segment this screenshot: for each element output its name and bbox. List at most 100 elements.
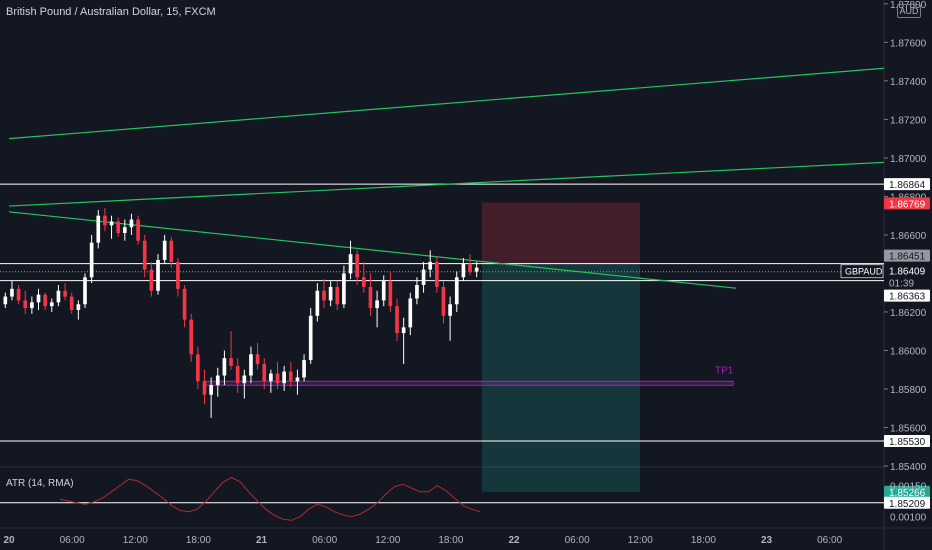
price-axis-label: 1.86409 [889,267,926,278]
candle-body [36,294,41,303]
candle-body [49,302,54,307]
price-axis-label-bg [884,434,930,447]
price-axis-label-bg [884,249,930,262]
candle-body [408,298,413,328]
candle-body [83,277,87,305]
candle-body [10,288,14,297]
price-axis-label-bg [884,276,930,289]
time-tick-label: 12:00 [123,535,148,546]
candle-body [335,286,340,305]
candle-body [468,263,472,272]
indicator-tick-label: 0.00150 [890,482,927,493]
price-axis-label: 1.85530 [889,437,926,448]
time-tick-label: 06:00 [312,535,337,546]
tp1-label: TP1 [715,365,734,376]
candle-body [149,269,154,291]
price-axis-label-bg [884,197,930,210]
candle-body [136,219,140,241]
candle-body [76,304,81,311]
time-tick-label: 22 [508,535,520,546]
candle-body [229,358,233,366]
trendline [8,161,885,207]
candle-body [242,375,247,384]
candle-body [116,221,121,233]
price-axis-label: 1.86864 [889,180,926,191]
symbol-label: GBPAUD [845,267,883,277]
candle-body [415,284,419,299]
candle-body [395,306,399,334]
candle-body [202,381,207,395]
trendline [8,67,885,140]
candle-body [182,288,187,320]
candle-body [348,254,353,274]
take-profit-zone [482,263,640,492]
candle-body [255,354,260,364]
candle-body [43,294,47,307]
price-axis-label: 1.86363 [889,292,926,303]
price-axis-label: 1.85266 [889,488,926,499]
candle-body [142,240,147,270]
candle-body [295,377,300,382]
candle-body [189,319,194,355]
candle-body [63,290,67,297]
candle-body [355,254,360,278]
candle-body [249,354,253,376]
candle-body [156,259,160,291]
price-tick-label: 1.86200 [890,308,927,319]
indicator-label: ATR (14, RMA) [6,478,74,489]
candle-body [269,373,273,382]
candle-body [282,371,286,384]
candle-body [288,371,293,382]
candle-body [129,219,134,228]
candle-body [361,277,366,287]
candle-body [381,281,386,301]
candle-body [308,315,313,361]
price-axis-label-bg [884,496,930,509]
candle-body [368,286,373,309]
candle-body [96,215,101,243]
candle-body [448,304,452,316]
candle-body [302,360,306,378]
price-tick-label: 1.86600 [890,231,927,242]
time-tick-label: 06:00 [817,535,842,546]
time-tick-label: 18:00 [438,535,463,546]
currency-badge[interactable]: AUD [897,4,921,18]
candle-body [162,240,167,260]
candle-body [196,354,200,382]
candle-body [342,273,346,305]
symbol-label-bg [840,264,884,279]
time-tick-label: 18:00 [691,535,716,546]
time-tick-label: 21 [256,535,268,546]
candle-body [428,261,433,270]
candle-body [215,375,220,386]
indicator-tick-label: 0.00100 [890,513,927,524]
candle-body [56,290,61,303]
candle-body [388,281,393,307]
stop-loss-zone [482,202,640,264]
time-tick-label: 23 [761,535,773,546]
price-axis-label-bg [884,485,930,498]
time-tick-label: 12:00 [375,535,400,546]
candle-body [275,373,280,384]
price-axis-label-bg [884,289,930,302]
price-tick-label: 1.85800 [890,385,927,396]
time-tick-label: 06:00 [60,535,85,546]
candle-body [23,300,28,309]
candle-body [222,358,227,376]
price-tick-label: 1.85600 [890,423,927,434]
candle-body [454,277,459,305]
time-tick-label: 18:00 [186,535,211,546]
candle-body [262,363,267,382]
candle-body [315,290,320,316]
candle-body [3,296,8,305]
candle-body [30,302,34,309]
candle-body [328,286,333,301]
candle-body [169,240,174,262]
candle-body [474,267,479,272]
price-axis-label-bg [884,178,930,191]
candle-body [89,242,94,278]
candle-body [109,221,114,226]
time-tick-label: 12:00 [628,535,653,546]
candle-body [176,261,180,289]
